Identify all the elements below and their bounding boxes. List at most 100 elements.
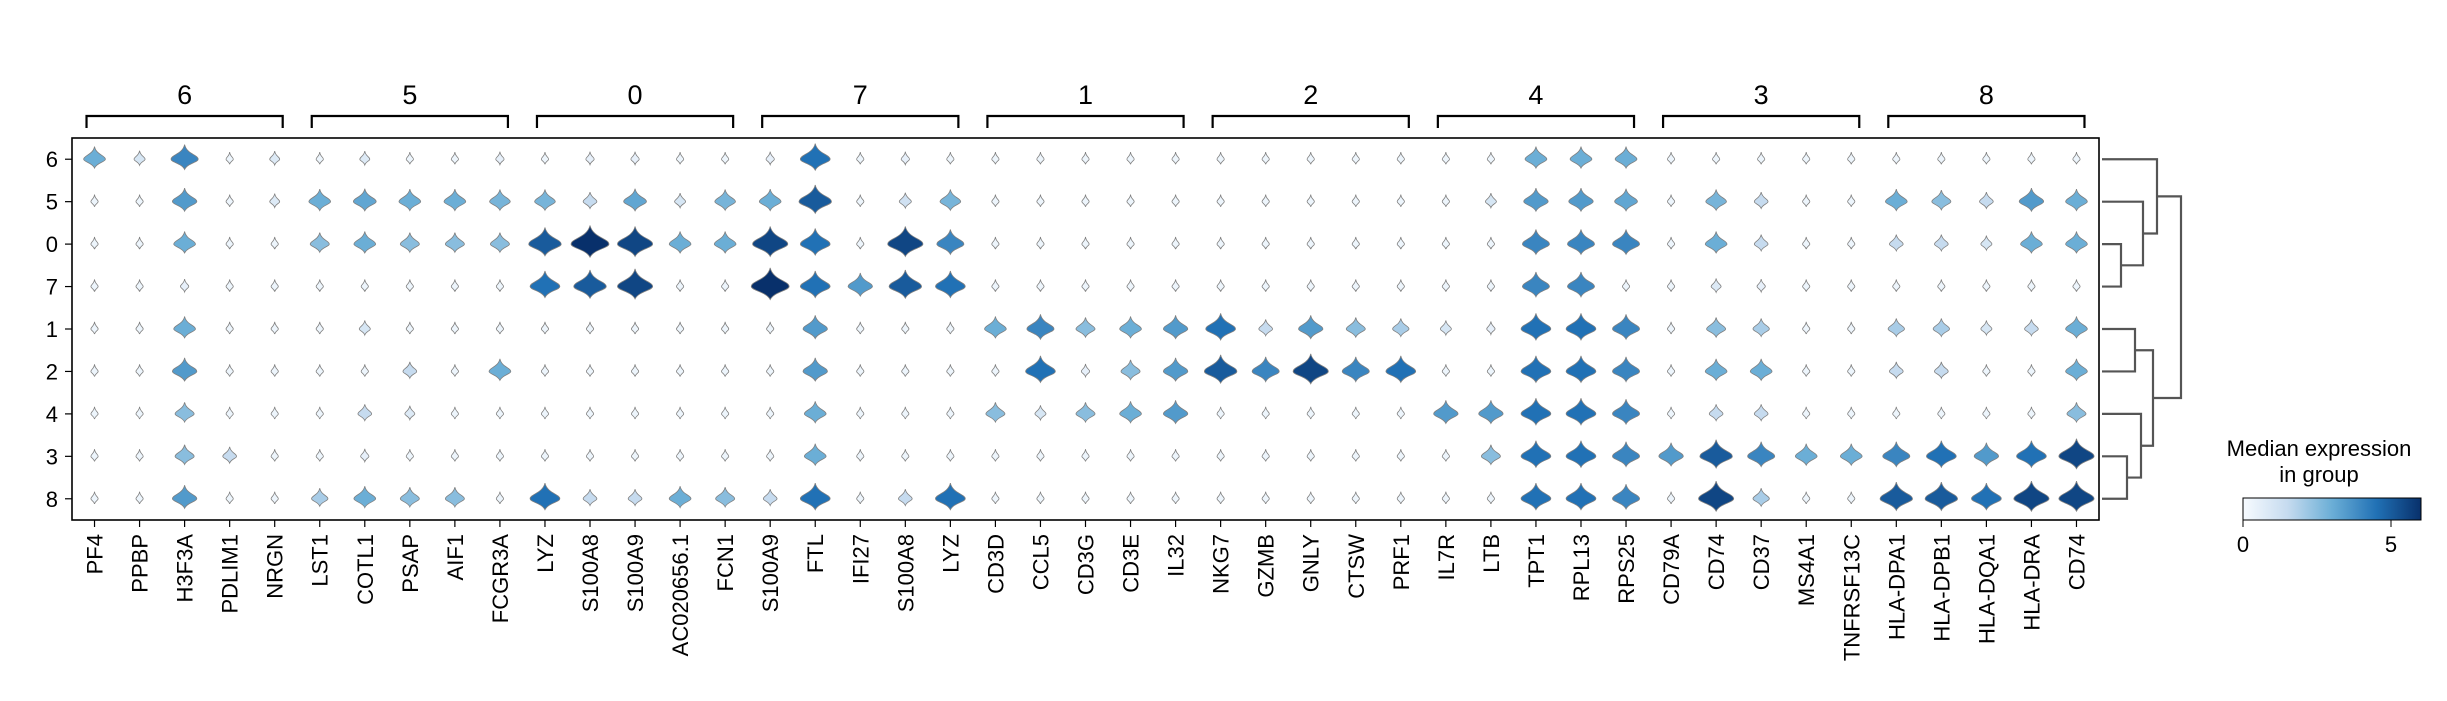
violin-mark [1568,187,1594,213]
violin-mark [1667,364,1676,377]
violin-mark [1441,236,1450,250]
violin-mark [1802,236,1811,250]
violin-mark [1667,406,1676,420]
violin-mark [1931,189,1952,211]
violin-mark [1441,279,1450,292]
gene-group-brackets: 6 5 0 7 1 2 4 3 8 [85,80,2086,128]
violin-mark [1034,405,1047,422]
violin-mark [1216,406,1225,420]
gene-tick-label: IL7R [1434,534,1459,580]
violin-mark [270,236,279,250]
violin-mark [630,151,640,167]
violin-mark [1567,229,1595,256]
violin-mark [90,406,99,420]
violin-mark [1351,491,1360,504]
violin-mark [83,146,106,170]
violin-mark [450,364,459,377]
violin-mark [358,320,371,337]
violin-mark [715,487,736,509]
violin-mark [901,406,910,420]
cluster-axis: 6 5 0 7 1 2 4 3 8 [46,147,72,512]
violin-mark [1478,400,1504,425]
violin-mark [1351,194,1360,207]
violin-mark [2072,152,2081,165]
violin-mark [1261,152,1270,165]
violin-mark [802,357,828,383]
violin-mark [856,364,865,377]
violin-mark [623,188,647,212]
violin-mark [488,358,512,382]
violin-mark [1120,359,1141,381]
violin-mark [2024,319,2039,338]
violin-mark [1261,279,1270,292]
violin-mark [802,315,828,340]
dendrogram-link [2102,200,2145,267]
dendrogram-link [2102,243,2123,288]
violin-mark [269,193,281,209]
cluster-tick-label: 7 [46,275,58,300]
gene-tick-label: LYZ [938,534,963,573]
violin-mark [315,406,324,420]
violin-mark [1298,315,1324,340]
violin-mark [1747,441,1776,468]
gene-tick-label: PPBP [128,534,153,593]
dendrogram-link [2102,412,2143,479]
violin-mark [1879,482,1913,512]
gene-group-bracket [310,114,510,128]
violin-mark [1567,271,1595,298]
dendrogram-link [2135,349,2155,447]
violin-mark [1520,440,1552,469]
gene-axis: PF4 PPBP H3F3A PDLIM1 NRGN LST1 COTL1 PSAP AIF1 F… [83,520,2089,661]
violin-mark [1486,491,1495,504]
violin-mark [90,194,99,207]
gene-tick-label: CD3E [1119,534,1144,593]
gene-tick-label: LYZ [533,534,558,573]
violin-mark [2065,231,2088,255]
violin-mark [540,449,550,462]
violin-mark [1036,491,1045,504]
violin-mark [991,279,1000,292]
violin-mark [668,486,692,509]
violin-mark [1612,229,1640,256]
violin-mark [1171,491,1180,504]
violin-mark [450,406,459,420]
violin-mark [1667,491,1676,504]
violin-mark [721,449,730,462]
violin-mark [270,406,279,420]
violin-mark [1392,318,1410,338]
violin-mark [1036,449,1045,462]
violin-mark [1162,400,1189,425]
violin-mark [585,321,595,335]
violin-mark [1081,491,1090,504]
gene-group-label: 5 [402,80,417,110]
violin-mark [668,231,692,255]
violin-mark [450,321,459,335]
dendrogram-link [2102,327,2137,373]
violin-mark [308,188,332,212]
violin-mark [2027,406,2036,420]
violin-mark [2018,187,2045,213]
violin-mark [529,270,561,299]
violin-mark [803,401,827,424]
violin-mark [631,406,640,420]
gene-tick-label: TNFRSF13C [1839,534,1864,661]
gene-tick-label: S100A8 [578,534,603,612]
gene-tick-label: CD79A [1659,534,1684,605]
gene-tick-label: PRF1 [1389,534,1414,590]
violin-mark [225,364,234,377]
violin-mark [405,279,414,292]
violin-mark [225,279,234,292]
violin-mark [2065,188,2088,212]
violin-mark [1982,152,1991,165]
violin-mark [1345,317,1366,339]
violin-mark [135,194,144,207]
violin-mark [1520,398,1552,426]
violin-mark [269,150,281,167]
gene-tick-label: HLA-DPA1 [1884,534,1909,640]
violin-mark [1521,271,1550,298]
violin-mark [353,231,377,255]
violin-mark [847,272,873,298]
cluster-tick-label: 3 [46,444,58,469]
violin-mark [1887,318,1905,338]
gene-tick-label: FCN1 [713,534,738,591]
